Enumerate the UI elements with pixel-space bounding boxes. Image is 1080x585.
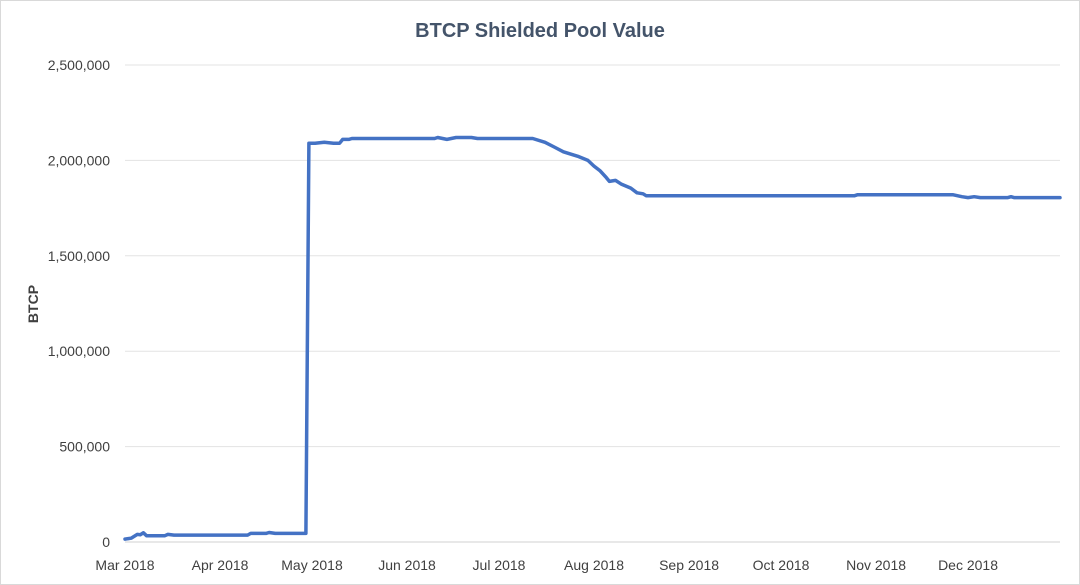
x-tick-label: Jun 2018 — [378, 557, 436, 573]
y-tick-labels: 0 500,000 1,000,000 1,500,000 2,000,000 2,500… — [48, 57, 111, 550]
x-tick-label: Aug 2018 — [564, 557, 624, 573]
x-tick-labels: Mar 2018 Apr 2018 May 2018 Jun 2018 Jul 2018… — [95, 557, 998, 573]
x-tick-label: Jul 2018 — [473, 557, 526, 573]
x-tick-label: Nov 2018 — [846, 557, 906, 573]
x-tick-label: Sep 2018 — [659, 557, 719, 573]
x-tick-label: Oct 2018 — [753, 557, 810, 573]
series-line — [123, 135, 1062, 541]
y-tick-label: 2,000,000 — [48, 152, 110, 168]
y-tick-label: 1,500,000 — [48, 248, 110, 264]
x-tick-label: May 2018 — [281, 557, 343, 573]
y-tick-label: 2,500,000 — [48, 57, 110, 73]
y-tick-label: 0 — [102, 534, 110, 550]
chart-title: BTCP Shielded Pool Value — [415, 20, 665, 42]
x-tick-label: Mar 2018 — [95, 557, 154, 573]
y-axis-label: BTCP — [25, 285, 41, 323]
series-layer — [123, 135, 1062, 541]
gridlines — [125, 64, 1060, 543]
x-tick-label: Dec 2018 — [938, 557, 998, 573]
y-tick-label: 500,000 — [59, 439, 110, 455]
y-tick-label: 1,000,000 — [48, 343, 110, 359]
x-tick-label: Apr 2018 — [192, 557, 249, 573]
